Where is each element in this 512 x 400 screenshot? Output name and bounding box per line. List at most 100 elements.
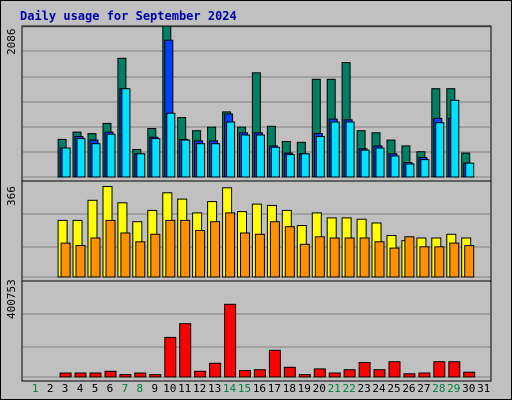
pages-bar xyxy=(106,133,116,178)
pages-bar xyxy=(420,159,430,178)
x-axis-day-label: 8 xyxy=(136,382,144,395)
x-axis-day-label: 24 xyxy=(372,382,386,395)
y-axis-max-label: 2086 xyxy=(5,28,18,56)
kbytes-bar xyxy=(328,372,341,378)
pages-bar xyxy=(300,153,310,178)
x-axis-day-label: 29 xyxy=(447,382,461,395)
sites-bar xyxy=(329,237,340,278)
x-axis-day-label: 19 xyxy=(297,382,311,395)
sites-bar xyxy=(284,226,295,278)
pages-bar xyxy=(330,121,340,178)
pages-bar xyxy=(435,122,445,178)
x-axis-day-label: 20 xyxy=(312,382,326,395)
sites-bar xyxy=(404,236,415,278)
panel-3-background xyxy=(21,280,492,382)
sites-bar xyxy=(240,232,250,278)
pages-bar xyxy=(270,146,280,178)
x-axis-day-label: 4 xyxy=(76,382,84,395)
pages-bar xyxy=(465,162,475,178)
sites-bar xyxy=(180,219,191,278)
pages-bar xyxy=(181,139,191,178)
sites-bar xyxy=(75,245,86,278)
x-axis-day-label: 1 xyxy=(31,382,39,395)
sites-bar xyxy=(195,230,206,278)
x-axis-day-label: 25 xyxy=(387,382,401,395)
kbytes-bar xyxy=(283,366,296,378)
sites-bar xyxy=(225,212,236,278)
kbytes-bar xyxy=(164,336,177,378)
x-axis-day-label: 22 xyxy=(342,382,356,395)
kbytes-bar xyxy=(104,370,117,378)
kbytes-bar xyxy=(239,370,251,378)
kbytes-bar xyxy=(298,374,311,378)
kbytes-bar xyxy=(448,361,461,378)
pages-bar xyxy=(285,154,295,178)
x-axis-day-label: 13 xyxy=(207,382,222,395)
kbytes-bar xyxy=(343,369,356,378)
sites-bar xyxy=(419,246,430,278)
kbytes-bar xyxy=(134,372,147,378)
sites-bar xyxy=(359,237,370,278)
x-axis-day-label: 31 xyxy=(477,382,491,395)
pages-bar xyxy=(315,136,325,178)
x-axis-day-label: 21 xyxy=(327,382,341,395)
kbytes-bar xyxy=(59,372,72,378)
pages-bar xyxy=(151,138,161,178)
kbytes-bar xyxy=(194,370,207,378)
kbytes-bar xyxy=(463,371,476,378)
sites-bar xyxy=(105,219,116,278)
sites-bar xyxy=(60,242,71,278)
x-axis-day-label: 15 xyxy=(237,382,252,395)
kbytes-bar xyxy=(313,368,326,378)
pages-bar xyxy=(360,149,370,178)
pages-bar xyxy=(450,99,460,178)
kbytes-bar xyxy=(358,362,371,378)
x-axis-day-label: 28 xyxy=(432,382,446,395)
pages-bar xyxy=(196,143,206,178)
pages-bar xyxy=(61,147,71,178)
x-axis-day-label: 2 xyxy=(46,382,54,395)
pages-bar xyxy=(390,155,400,178)
x-axis-day-label: 11 xyxy=(178,382,192,395)
pages-bar xyxy=(241,134,250,178)
pages-bar xyxy=(121,88,131,178)
sites-bar xyxy=(434,246,445,278)
sites-bar xyxy=(269,221,280,278)
kbytes-bar xyxy=(89,372,102,378)
x-axis-day-label: 5 xyxy=(91,382,99,395)
sites-bar xyxy=(374,241,385,278)
pages-bar xyxy=(345,121,355,178)
pages-bar xyxy=(211,143,221,178)
sites-bar xyxy=(344,237,355,278)
x-axis-day-label: 14 xyxy=(222,382,237,395)
kbytes-bar xyxy=(74,372,87,378)
pages-bar xyxy=(76,138,86,178)
sites-bar xyxy=(314,236,325,278)
pages-bar xyxy=(91,143,101,178)
kbytes-bar xyxy=(224,303,237,378)
kbytes-bar xyxy=(433,361,446,378)
x-axis-day-label: 27 xyxy=(417,382,431,395)
kbytes-bar xyxy=(388,361,401,378)
pages-bar xyxy=(166,112,176,178)
kbytes-bar xyxy=(403,373,416,378)
kbytes-bar xyxy=(268,349,281,378)
sites-bar xyxy=(449,242,460,278)
sites-bar xyxy=(120,232,131,278)
x-axis-day-label: 12 xyxy=(193,382,207,395)
sites-bar xyxy=(464,245,475,278)
pages-bar xyxy=(405,163,415,178)
kbytes-bar xyxy=(209,362,222,378)
sites-bar xyxy=(299,243,310,278)
pages-bar xyxy=(226,121,236,178)
x-axis-day-label: 10 xyxy=(163,382,177,395)
x-axis-day-label: 16 xyxy=(252,382,267,395)
sites-bar xyxy=(165,219,176,278)
sites-bar xyxy=(254,233,265,278)
x-axis-day-label: 30 xyxy=(462,382,476,395)
y-axis-max-label: 400753 xyxy=(5,279,18,319)
x-axis-day-label: 3 xyxy=(61,382,69,395)
sites-bar xyxy=(150,233,161,278)
